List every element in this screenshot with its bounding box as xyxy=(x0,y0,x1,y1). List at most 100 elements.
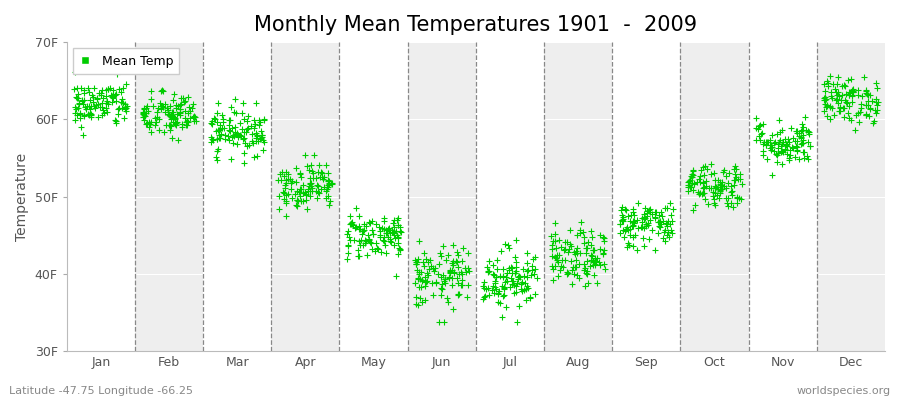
Point xyxy=(176,94,190,101)
Point xyxy=(411,238,426,244)
Point xyxy=(381,226,395,232)
Point xyxy=(511,274,526,280)
Point xyxy=(860,92,875,98)
Point xyxy=(860,86,874,93)
Point xyxy=(144,96,158,102)
Point xyxy=(82,112,96,118)
Point xyxy=(589,258,603,264)
Point xyxy=(279,177,293,183)
Point xyxy=(170,102,184,109)
Point xyxy=(294,186,309,192)
Point xyxy=(640,213,654,219)
Point xyxy=(697,189,711,196)
Point xyxy=(319,195,333,201)
Point xyxy=(351,246,365,253)
Point xyxy=(550,252,564,258)
Point xyxy=(174,95,188,102)
Point xyxy=(690,189,705,195)
Bar xyxy=(67,42,135,351)
Point xyxy=(638,205,652,211)
Point xyxy=(526,256,540,262)
Point xyxy=(94,89,109,96)
Point xyxy=(482,292,497,298)
Point xyxy=(99,93,113,100)
Point xyxy=(361,232,375,238)
Point xyxy=(721,203,735,209)
Point xyxy=(704,171,718,178)
Point xyxy=(711,186,725,192)
Point xyxy=(713,181,727,187)
Text: worldspecies.org: worldspecies.org xyxy=(796,386,891,396)
Point xyxy=(279,180,293,186)
Point xyxy=(830,92,844,98)
Point xyxy=(626,218,640,224)
Point xyxy=(706,170,721,176)
Point xyxy=(562,226,577,233)
Point xyxy=(661,218,675,224)
Point xyxy=(75,97,89,104)
Point xyxy=(281,171,295,178)
Point xyxy=(544,246,559,252)
Point xyxy=(413,294,428,301)
Point xyxy=(212,126,227,132)
Point xyxy=(240,113,255,119)
Point xyxy=(686,187,700,193)
Point xyxy=(292,193,307,200)
Point xyxy=(545,266,560,272)
Point xyxy=(344,221,358,227)
Point xyxy=(515,279,529,286)
Point xyxy=(527,290,542,297)
Point xyxy=(182,104,196,110)
Point xyxy=(176,99,191,105)
Point xyxy=(508,236,523,243)
Point xyxy=(802,131,816,137)
Point xyxy=(547,231,562,238)
Point xyxy=(586,259,600,265)
Point xyxy=(836,114,850,120)
Point xyxy=(718,195,733,201)
Point xyxy=(845,99,859,105)
Point xyxy=(524,272,538,278)
Point xyxy=(780,136,795,142)
Point xyxy=(658,227,672,234)
Point xyxy=(830,96,844,102)
Point xyxy=(502,284,517,291)
Point xyxy=(284,195,299,201)
Point xyxy=(686,172,700,178)
Point xyxy=(642,236,656,242)
Point xyxy=(374,228,388,234)
Point xyxy=(489,274,503,280)
Point xyxy=(241,125,256,132)
Point xyxy=(500,278,515,284)
Point xyxy=(549,255,563,262)
Point xyxy=(212,122,227,128)
Point xyxy=(210,110,224,116)
Point xyxy=(152,127,166,133)
Point xyxy=(384,227,399,234)
Point xyxy=(665,230,680,236)
Point xyxy=(797,155,812,161)
Point xyxy=(592,232,607,238)
Point xyxy=(558,239,572,245)
Point xyxy=(165,135,179,141)
Point xyxy=(387,223,401,230)
Point xyxy=(708,177,723,183)
Point xyxy=(580,271,594,277)
Point xyxy=(277,173,292,180)
Point xyxy=(760,139,775,146)
Point xyxy=(613,221,627,227)
Point xyxy=(391,235,405,241)
Point xyxy=(579,245,593,252)
Point xyxy=(588,262,602,268)
Point xyxy=(482,267,496,274)
Point xyxy=(580,280,595,286)
Point xyxy=(486,283,500,289)
Point xyxy=(370,244,384,251)
Point xyxy=(868,110,883,116)
Point xyxy=(512,302,526,309)
Point xyxy=(715,186,729,192)
Point xyxy=(491,299,505,306)
Point xyxy=(817,108,832,114)
Point xyxy=(183,115,197,121)
Point xyxy=(429,278,444,285)
